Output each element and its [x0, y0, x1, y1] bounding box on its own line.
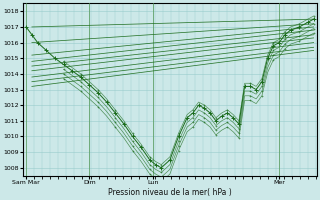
X-axis label: Pression niveau de la mer( hPa ): Pression niveau de la mer( hPa ) [108, 188, 232, 197]
